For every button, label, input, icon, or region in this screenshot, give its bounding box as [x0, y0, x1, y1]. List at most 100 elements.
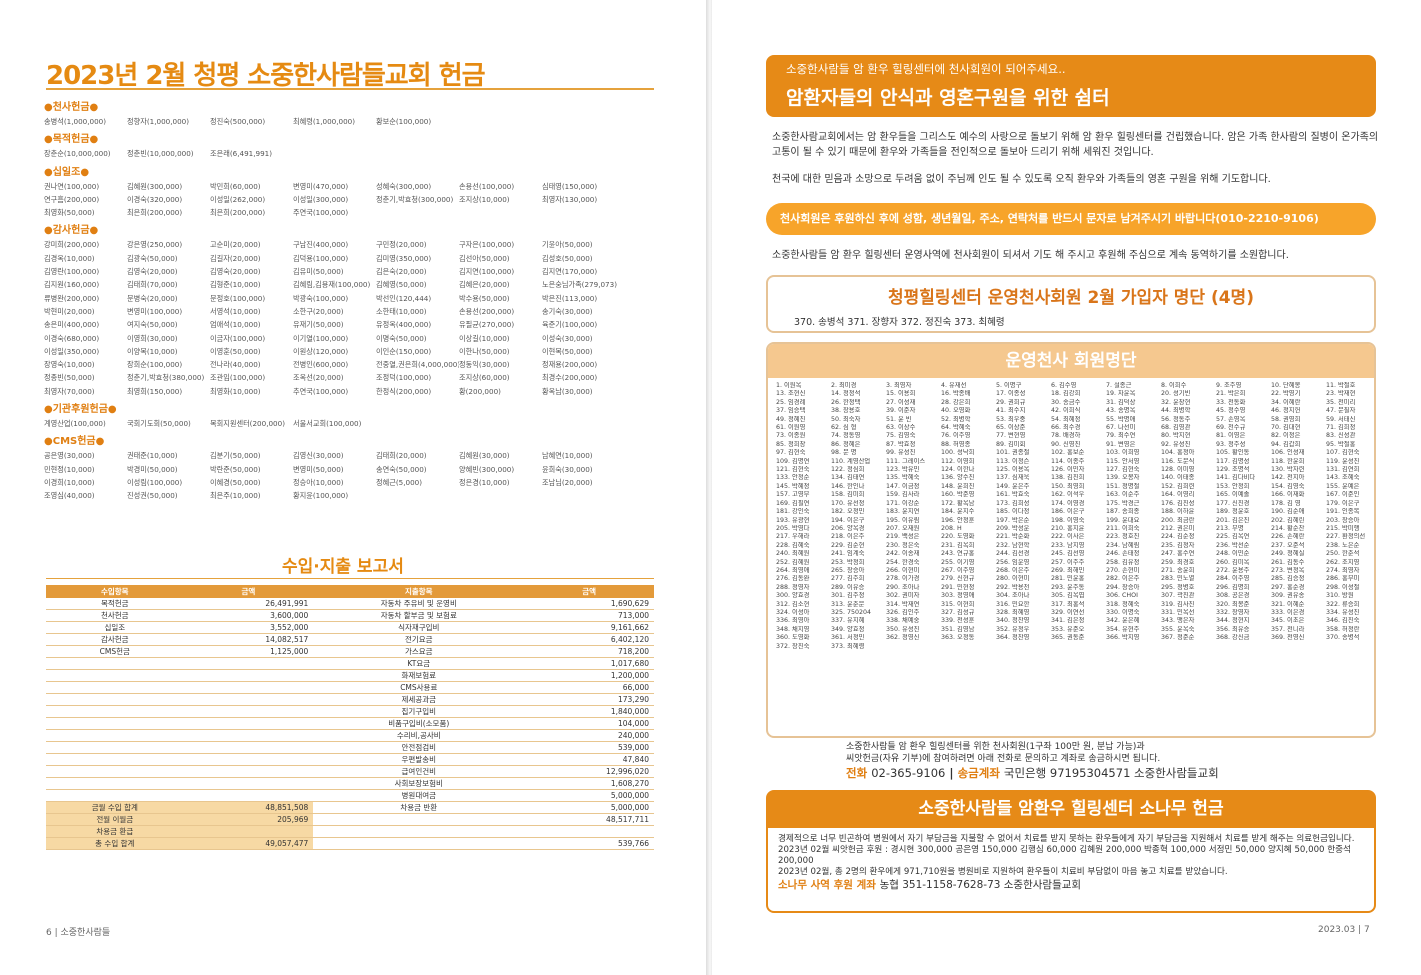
- sonamu-donors: 2023년 02월 씨앗헌금 후원 : 경시현 300,000 공은영 150,…: [778, 845, 1351, 866]
- member-entry: 145. 박혜정: [776, 482, 810, 490]
- member-entry: 372. 장진숙: [776, 642, 810, 650]
- member-entry: 340. 정찬영: [996, 617, 1030, 625]
- report-cell: [183, 825, 314, 839]
- report-cell: 718,200: [524, 645, 654, 659]
- report-cell: 6,402,120: [524, 633, 654, 647]
- member-entry: 9. 조주영: [1216, 382, 1242, 389]
- member-entry: 215. 박미행: [1326, 524, 1360, 532]
- member-entry: 35. 전미리: [1326, 398, 1356, 406]
- member-entry: 140. 이태종: [1161, 474, 1195, 482]
- member-entry: 306. CHOI: [1106, 592, 1138, 600]
- donor-entry: 심태영(150,000): [542, 181, 598, 191]
- member-entry: 178. 김 영: [1271, 499, 1301, 507]
- member-entry: 68. 김영관: [1161, 424, 1191, 432]
- report-cell: 급여인건비: [313, 765, 525, 779]
- page-title: 2023년 2월 청평 소중한사람들교회 헌금: [46, 61, 486, 91]
- donor-entry: 황(200,000): [459, 386, 501, 396]
- member-entry: 105. 황인동: [1216, 449, 1250, 457]
- member-entry: 314. 박재연: [886, 600, 920, 608]
- member-entry: 73. 이종원: [776, 432, 806, 440]
- member-entry: 355. 윤옥숙: [1161, 625, 1195, 633]
- donor-entry: 공은영(30,000): [44, 451, 95, 461]
- member-entry: 280. 이현미: [996, 575, 1030, 583]
- member-entry: 177. 신진경: [1216, 499, 1250, 507]
- member-entry: 322. 류승희: [1326, 600, 1360, 608]
- donor-entry: 장희순(100,000): [127, 360, 183, 370]
- report-cell: 안전점검비: [313, 741, 525, 755]
- donor-entry: 소한태(10,000): [376, 306, 427, 316]
- member-entry: 26. 한정택: [831, 398, 861, 406]
- member-entry: 171. 이강순: [886, 499, 920, 507]
- donor-entry: 이원상(120,000): [293, 346, 349, 356]
- member-entry: 128. 이미영: [1161, 466, 1195, 474]
- member-entry: 38. 장용호: [831, 407, 861, 415]
- donor-entry: 정춘빈(10,000,000): [127, 149, 194, 159]
- donor-entry: 손용선(200,000): [459, 306, 515, 316]
- member-entry: 285. 김승정: [1271, 575, 1305, 583]
- member-entry: 225. 김옥연: [1216, 533, 1250, 541]
- member-entry: 93. 정주성: [1216, 440, 1246, 448]
- member-entry: 97. 김현숙: [776, 449, 806, 457]
- member-entry: 364. 정찬영: [996, 634, 1030, 642]
- member-entry: 243. 연규홍: [941, 550, 975, 558]
- member-entry: 99. 유성진: [886, 449, 916, 457]
- member-entry: 313. 윤춘문: [831, 600, 865, 608]
- report-cell: [46, 741, 184, 755]
- donor-entry: 변영미(50,000): [293, 464, 344, 474]
- sonamu-title: 소중한사람들 암환우 힐링센터 소나무 헌금: [766, 790, 1376, 828]
- donor-entry: 김형준(10,000): [210, 280, 261, 290]
- donor-entry: 이금자(100,000): [210, 333, 266, 343]
- member-entry: 94. 김갑희: [1271, 440, 1301, 448]
- member-entry: 47. 문칠자: [1326, 407, 1356, 415]
- donor-entry: 김선아(50,000): [459, 253, 510, 263]
- report-cell: 12,996,020: [524, 765, 654, 779]
- member-entry: 305. 김옥엽: [1051, 592, 1085, 600]
- intro-paragraph: 소중한사람교회에서는 암 환우들을 그리스도 예수의 사랑으로 돌보기 위해 암…: [772, 132, 1379, 158]
- report-row: CMS헌금 1,125,000 가스요금 718,200: [46, 645, 654, 659]
- member-entry: 198. 이영숙: [1051, 516, 1085, 524]
- member-entry: 16. 박종배: [941, 390, 971, 398]
- member-entry: 324. 이성아: [776, 608, 810, 616]
- member-entry: 43. 송명옥: [1106, 407, 1136, 415]
- donor-entry: 김지연(100,000): [459, 267, 515, 277]
- member-entry: 89. 김미회: [996, 440, 1026, 448]
- member-entry: 188. 이하윤: [1161, 508, 1195, 516]
- member-entry: 254. 한경숙: [886, 558, 920, 566]
- member-entry: 248. 이민순: [1216, 550, 1250, 558]
- member-entry: 358. 허정란: [1326, 625, 1360, 633]
- report-cell: 713,000: [524, 609, 654, 623]
- report-cell: 205,969: [183, 813, 314, 827]
- member-entry: 71. 김희정: [1326, 424, 1356, 432]
- member-entry: 197. 박은순: [996, 516, 1030, 524]
- member-entry: 332. 장영자: [1216, 608, 1250, 616]
- member-entry: 155. 윤예은: [1326, 482, 1360, 490]
- donor-entry: 최혜령(1,000,000): [293, 117, 356, 126]
- member-entry: 370. 송병석: [1326, 634, 1360, 642]
- donor-entry: 박광숙(100,000): [293, 293, 349, 303]
- member-entry: 331. 민옥선: [1161, 608, 1195, 616]
- donor-entry: 황지윤(100,000): [293, 491, 349, 501]
- report-cell: [183, 705, 314, 719]
- member-entry: 338. 채예숭: [886, 617, 920, 625]
- member-entry: 137. 심재욱: [996, 474, 1030, 482]
- member-entry: 298. 이성철: [1326, 583, 1360, 591]
- footer-right: 2023.03 | 7: [1318, 925, 1370, 935]
- section-heading: ●십일조●: [44, 166, 90, 178]
- donor-entry: 유재기(50,000): [293, 320, 344, 330]
- member-entry: 149. 윤은주: [996, 482, 1030, 490]
- member-entry: 293. 윤주동: [1051, 583, 1085, 591]
- member-entry: 199. 윤대요: [1106, 516, 1140, 524]
- account-number: 국민은행 97195304571 소중한사람들교회: [1003, 766, 1219, 780]
- member-entry: 115. 안서영: [1106, 457, 1140, 465]
- member-entry: 336. 최영아: [776, 617, 810, 625]
- member-entry: 194. 이은구: [831, 516, 865, 524]
- donor-entry: 노은숭님가족(279,073): [542, 280, 618, 290]
- donor-entry: 손용선(100,000): [459, 181, 515, 191]
- member-entry: 28. 강은희: [941, 398, 971, 406]
- report-cell: 9,161,662: [524, 621, 654, 635]
- donor-entry: 정동익(30,000): [459, 360, 510, 370]
- report-row: 화재보험료 1,200,000: [46, 669, 654, 683]
- donor-entry: 권태준(10,000): [127, 451, 178, 461]
- donor-entry: 김미영(350,000): [376, 253, 432, 263]
- member-entry: 23. 박재현: [1326, 390, 1356, 398]
